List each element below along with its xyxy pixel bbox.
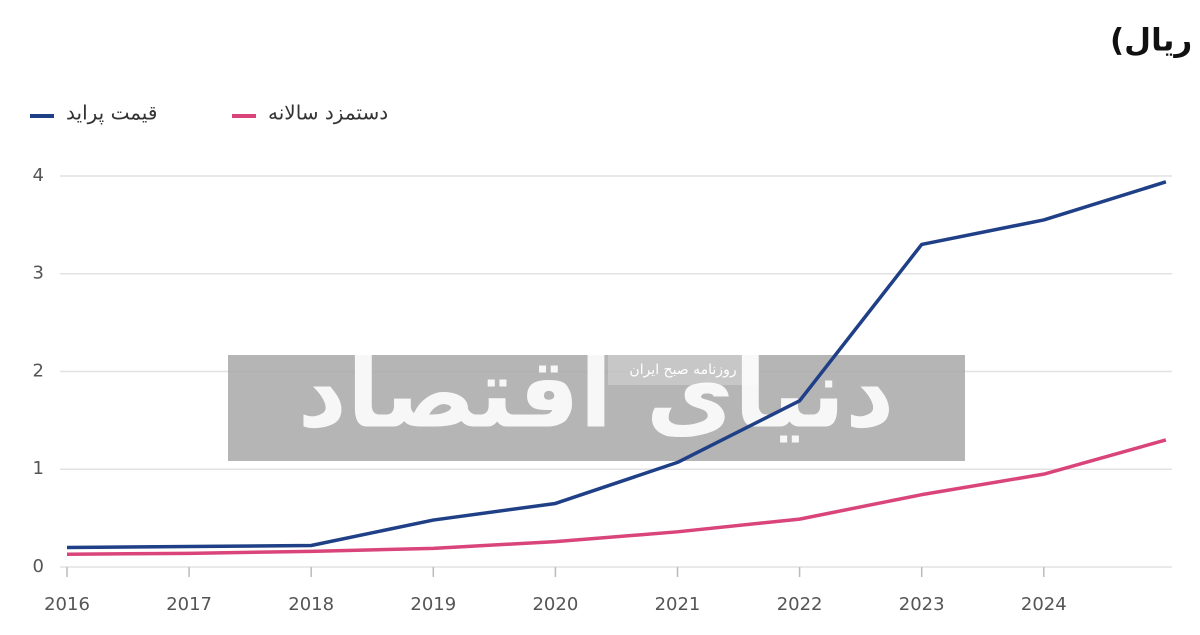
x-tick-label: 2018 bbox=[288, 594, 334, 615]
data-line bbox=[66, 180, 1167, 550]
x-tick-label: 2019 bbox=[410, 594, 456, 615]
data-line bbox=[66, 438, 1167, 557]
y-tick-label: 4 bbox=[33, 165, 44, 186]
watermark-brand: دنیای اقتصاد bbox=[298, 337, 895, 449]
watermark-tag-box bbox=[608, 355, 758, 385]
legend-label: دستمزد سالانه bbox=[268, 101, 388, 125]
x-tick-label: 2016 bbox=[44, 594, 90, 615]
x-tick-label: 2020 bbox=[532, 594, 578, 615]
x-tick-label: 2023 bbox=[899, 594, 945, 615]
legend-label: قیمت پراید bbox=[66, 101, 157, 126]
y-tick-label: 0 bbox=[33, 556, 44, 577]
y-tick-label: 1 bbox=[33, 458, 44, 479]
x-tick-label: 2021 bbox=[655, 594, 701, 615]
chart-title: هزینه خرید پراید و حداقل دستمزد سالانه د… bbox=[1110, 23, 1200, 59]
y-tick-label: 3 bbox=[33, 263, 44, 284]
x-tick-label: 2022 bbox=[777, 594, 823, 615]
y-tick-label: 2 bbox=[33, 360, 44, 381]
watermark-box bbox=[228, 355, 965, 461]
watermark-tagline: روزنامه صبح ایران bbox=[629, 362, 736, 378]
x-tick-label: 2017 bbox=[166, 594, 212, 615]
x-tick-label: 2024 bbox=[1021, 594, 1067, 615]
